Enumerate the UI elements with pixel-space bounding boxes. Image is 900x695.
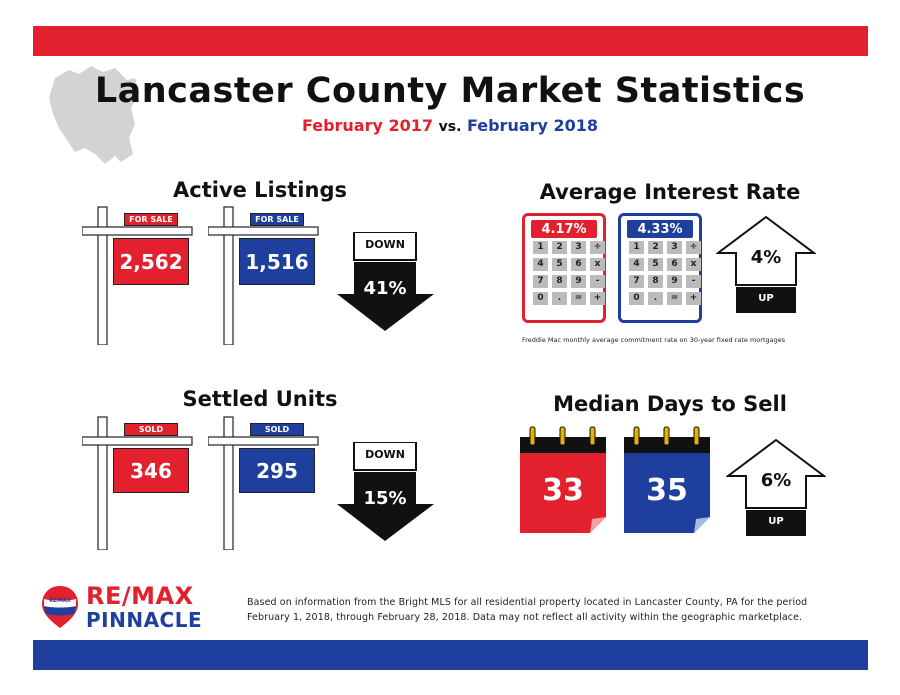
- interest-rate-change: 4%: [750, 247, 782, 268]
- calculator-2017-keys: 1 2 3 ÷ 4 5 6 x 7 8 9- 0. = +: [533, 241, 605, 305]
- calculator-key: 6: [571, 258, 586, 271]
- active-listings-down-arrow: DOWN 41%: [336, 232, 436, 332]
- brand-bottom: PINNACLE: [86, 608, 203, 632]
- calculator-key: 3: [667, 241, 682, 254]
- calendar-2018: 35: [624, 425, 714, 537]
- subtitle-2017: February 2017: [301, 116, 434, 135]
- active-listings-title: Active Listings: [173, 178, 347, 202]
- calculator-key: 9: [667, 275, 682, 288]
- interest-rate-note: Freddie Mac monthly average commitment r…: [522, 336, 786, 344]
- calculator-key: 6: [667, 258, 682, 271]
- calculator-key: x: [590, 258, 605, 271]
- bottom-blue-band: [33, 640, 868, 670]
- calendar-2017: 33: [520, 425, 610, 537]
- calculator-key: =: [667, 292, 682, 305]
- calculator-key: +: [686, 292, 701, 305]
- top-red-band: [33, 26, 868, 56]
- settled-units-direction: DOWN: [365, 448, 405, 461]
- sold-label-2017: SOLD: [124, 423, 178, 436]
- days-to-sell-change: 6%: [760, 470, 792, 491]
- calculator-2018-keys: 1 2 3 ÷ 4 5 6 x 7 8 9- 0. = +: [629, 241, 701, 305]
- days-to-sell-title: Median Days to Sell: [553, 392, 787, 416]
- sold-sign-2018: SOLD 295: [208, 415, 328, 550]
- calculator-key: ÷: [686, 241, 701, 254]
- settled-units-change: 15%: [363, 488, 407, 509]
- footer-disclaimer: Based on information from the Bright MLS…: [247, 595, 867, 625]
- subtitle-vs: vs.: [438, 119, 462, 135]
- days-to-sell-2018-value: 35: [646, 473, 688, 508]
- calculator-key: 0: [629, 292, 644, 305]
- interest-rate-title: Average Interest Rate: [539, 180, 801, 204]
- calculator-key: 5: [648, 258, 663, 271]
- page-subtitle: February 2017 vs. February 2018: [0, 116, 900, 135]
- calculator-key: -: [686, 275, 701, 288]
- settled-units-2017-value: 346: [113, 448, 189, 493]
- calculator-key: .: [648, 292, 663, 305]
- active-listings-direction: DOWN: [365, 238, 405, 251]
- calculator-key: 9: [571, 275, 586, 288]
- calculator-key: 2: [648, 241, 663, 254]
- days-to-sell-up-arrow: 6% UP: [726, 438, 826, 538]
- calculator-key: 7: [533, 275, 548, 288]
- interest-rate-up-arrow: 4% UP: [716, 215, 816, 315]
- days-to-sell-direction: UP: [768, 516, 784, 527]
- calculator-key: 7: [629, 275, 644, 288]
- page-title: Lancaster County Market Statistics: [94, 71, 806, 111]
- calculator-key: =: [571, 292, 586, 305]
- settled-units-title: Settled Units: [182, 387, 338, 411]
- footer-line-1: Based on information from the Bright MLS…: [247, 597, 808, 608]
- active-listings-2018-value: 1,516: [239, 238, 315, 285]
- calculator-key: 5: [552, 258, 567, 271]
- calculator-key: ÷: [590, 241, 605, 254]
- settled-units-down-arrow: DOWN 15%: [336, 442, 436, 542]
- calculator-key: 4: [629, 258, 644, 271]
- footer-line-2: February 1, 2018, through February 28, 2…: [247, 612, 803, 623]
- calculator-key: +: [590, 292, 605, 305]
- calculator-key: 0: [533, 292, 548, 305]
- calculator-key: -: [590, 275, 605, 288]
- brand-top: RE/MAX: [86, 582, 194, 610]
- sign-label-2018: FOR SALE: [250, 213, 304, 226]
- sold-label-2018: SOLD: [250, 423, 304, 436]
- calculator-2017: 4.17% 1 2 3 ÷ 4 5 6 x 7 8 9- 0. = +: [522, 213, 606, 323]
- for-sale-sign-2017: FOR SALE 2,562: [82, 205, 202, 345]
- active-listings-2017-value: 2,562: [113, 238, 189, 285]
- days-to-sell-2017-value: 33: [542, 473, 584, 508]
- calculator-key: 4: [533, 258, 548, 271]
- calculator-key: 1: [629, 241, 644, 254]
- calculator-key: 8: [648, 275, 663, 288]
- active-listings-change: 41%: [363, 278, 407, 299]
- calculator-key: 2: [552, 241, 567, 254]
- calculator-key: .: [552, 292, 567, 305]
- calculator-key: 1: [533, 241, 548, 254]
- calculator-2018: 4.33% 1 2 3 ÷ 4 5 6 x 7 8 9- 0. = +: [618, 213, 702, 323]
- calculator-2017-screen: 4.17%: [531, 220, 597, 238]
- balloon-icon: [42, 586, 78, 628]
- sign-label-2017: FOR SALE: [124, 213, 178, 226]
- sold-sign-2017: SOLD 346: [82, 415, 202, 550]
- remax-logo: RE/MAX RE/MAX PINNACLE: [40, 582, 220, 634]
- calculator-key: 8: [552, 275, 567, 288]
- county-map-icon: [49, 66, 139, 164]
- subtitle-2018: February 2018: [466, 116, 599, 135]
- calculator-key: 3: [571, 241, 586, 254]
- interest-rate-direction: UP: [758, 293, 774, 304]
- calculator-2018-screen: 4.33%: [627, 220, 693, 238]
- calculator-key: x: [686, 258, 701, 271]
- settled-units-2018-value: 295: [239, 448, 315, 493]
- for-sale-sign-2018: FOR SALE 1,516: [208, 205, 328, 345]
- balloon-text: RE/MAX: [49, 598, 71, 604]
